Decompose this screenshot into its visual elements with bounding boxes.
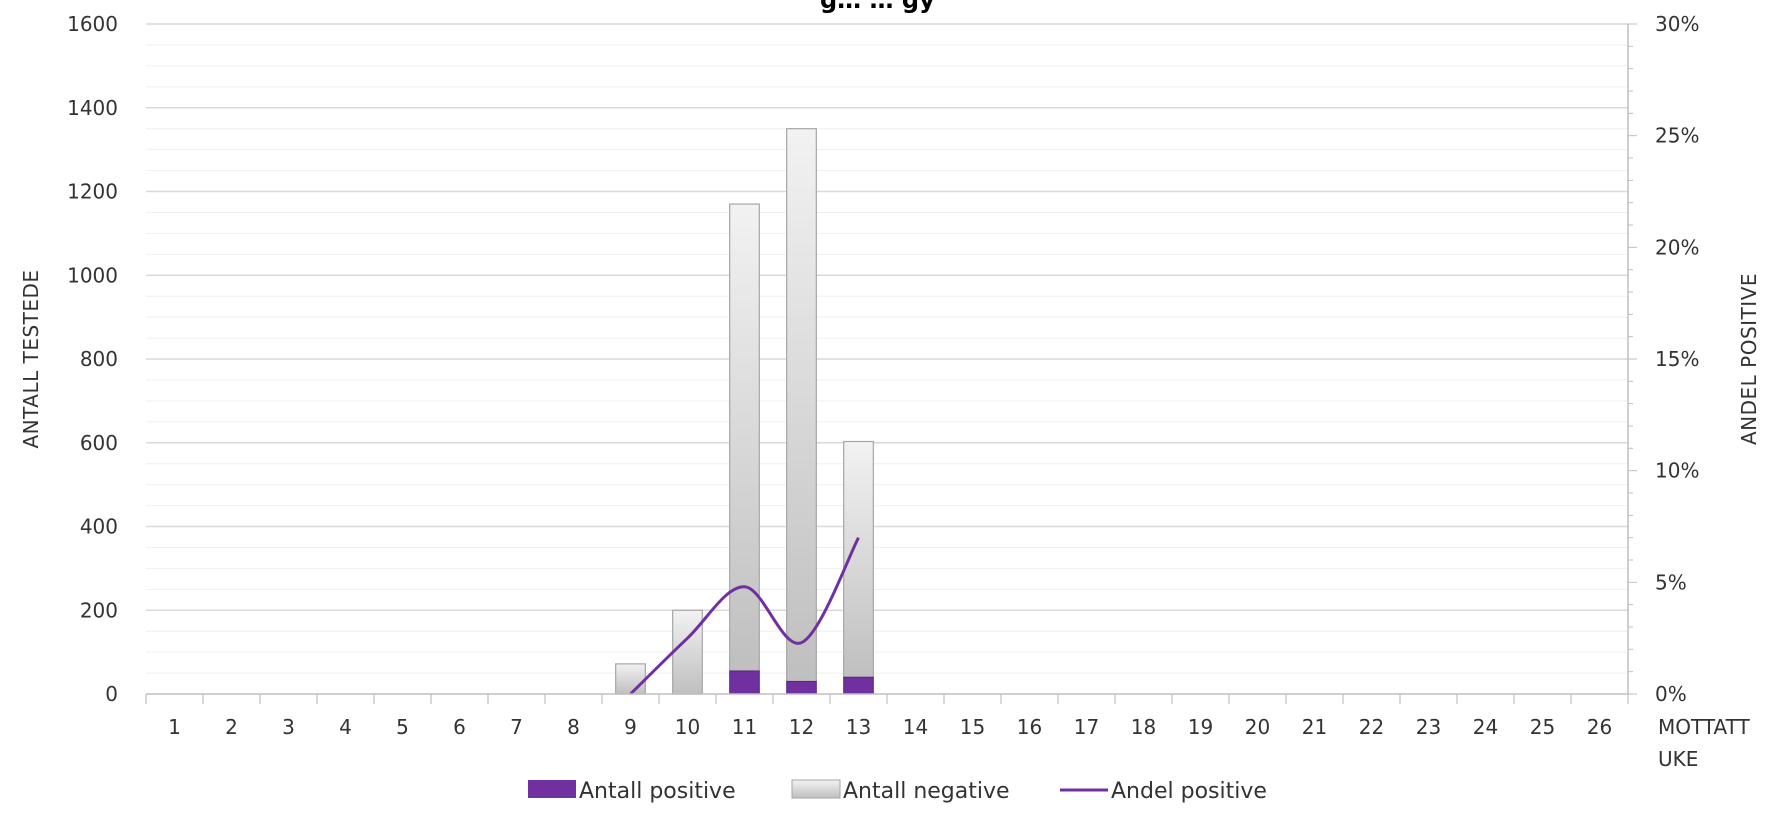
bar-antall-negative — [672, 609, 703, 695]
x-tick-label: 5 — [396, 715, 409, 739]
legend: Antall positive Antall negative Andel posi… — [528, 779, 1267, 804]
y-tick-label: 400 — [80, 515, 118, 539]
x-tick-label: 9 — [624, 715, 637, 739]
axes: 1 2 3 4 5 6 7 8 9 10 11 12 13 14 15 16 17 18 19 20 21 22 23 24 2… — [19, 12, 1761, 771]
y-tick-label: 1600 — [67, 12, 118, 36]
x-tick-label: 21 — [1302, 715, 1327, 739]
chart-title: g… … gy — [820, 0, 935, 14]
x-tick-label: 3 — [282, 715, 295, 739]
right-tick-label: 20% — [1655, 235, 1699, 259]
legend-label-antall-positive: Antall positive — [579, 779, 736, 804]
y-tick-label: 1000 — [67, 263, 118, 287]
x-tick-label: 4 — [339, 715, 352, 739]
x-tick-label: 26 — [1587, 715, 1612, 739]
bar-antall-positive — [843, 676, 874, 695]
x-tick-label: 17 — [1074, 715, 1099, 739]
gridlines — [146, 23, 1628, 674]
right-axis-title: ANDEL POSITIVE — [1737, 273, 1761, 445]
x-tick-label: 15 — [960, 715, 985, 739]
x-tick-label: 16 — [1017, 715, 1042, 739]
line-series — [629, 536, 860, 696]
bar-antall-negative — [729, 203, 760, 672]
bars — [615, 128, 874, 695]
x-tick-label: 19 — [1188, 715, 1213, 739]
x-tick-label: 7 — [510, 715, 523, 739]
x-tick-label: 6 — [453, 715, 466, 739]
x-tick-label: 11 — [732, 715, 757, 739]
x-tick-label: 20 — [1245, 715, 1270, 739]
right-tick-label: 25% — [1655, 124, 1699, 148]
x-tick-label: 2 — [225, 715, 238, 739]
line-andel-positive — [629, 536, 860, 696]
right-tick-label: 30% — [1655, 12, 1699, 36]
right-tick-label: 5% — [1655, 570, 1687, 594]
x-tick-label: 1 — [168, 715, 181, 739]
x-tick-label: 13 — [846, 715, 871, 739]
y-tick-label: 1400 — [67, 96, 118, 120]
x-axis-title-line2: UKE — [1658, 747, 1698, 771]
legend-label-antall-negative: Antall negative — [843, 779, 1010, 804]
y-tick-label: 0 — [105, 682, 118, 706]
x-tick-label: 25 — [1530, 715, 1555, 739]
legend-label-andel-positive: Andel positive — [1111, 779, 1267, 804]
y-tick-label: 800 — [80, 347, 118, 371]
y-tick-label: 1200 — [67, 180, 118, 204]
x-axis-title-line1: MOTTATT — [1658, 715, 1751, 739]
x-tick-label: 23 — [1416, 715, 1441, 739]
x-tick-label: 10 — [675, 715, 700, 739]
bar-antall-positive — [786, 680, 817, 695]
x-tick-label: 14 — [903, 715, 928, 739]
bar-antall-negative — [786, 128, 817, 683]
y-tick-label: 600 — [80, 431, 118, 455]
y-tick-label: 200 — [80, 598, 118, 622]
legend-swatch-antall-negative — [791, 779, 841, 799]
bar-antall-positive — [729, 670, 760, 695]
x-tick-label: 18 — [1131, 715, 1156, 739]
bar-antall-negative — [615, 663, 646, 695]
right-tick-label: 15% — [1655, 347, 1699, 371]
legend-swatch-antall-positive — [528, 780, 576, 798]
y-axis-title: ANTALL TESTEDE — [19, 269, 43, 448]
x-tick-label: 8 — [567, 715, 580, 739]
x-tick-label: 22 — [1359, 715, 1384, 739]
x-tick-label: 24 — [1473, 715, 1498, 739]
right-tick-label: 10% — [1655, 459, 1699, 483]
x-tick-label: 12 — [789, 715, 814, 739]
right-tick-label: 0% — [1655, 682, 1687, 706]
